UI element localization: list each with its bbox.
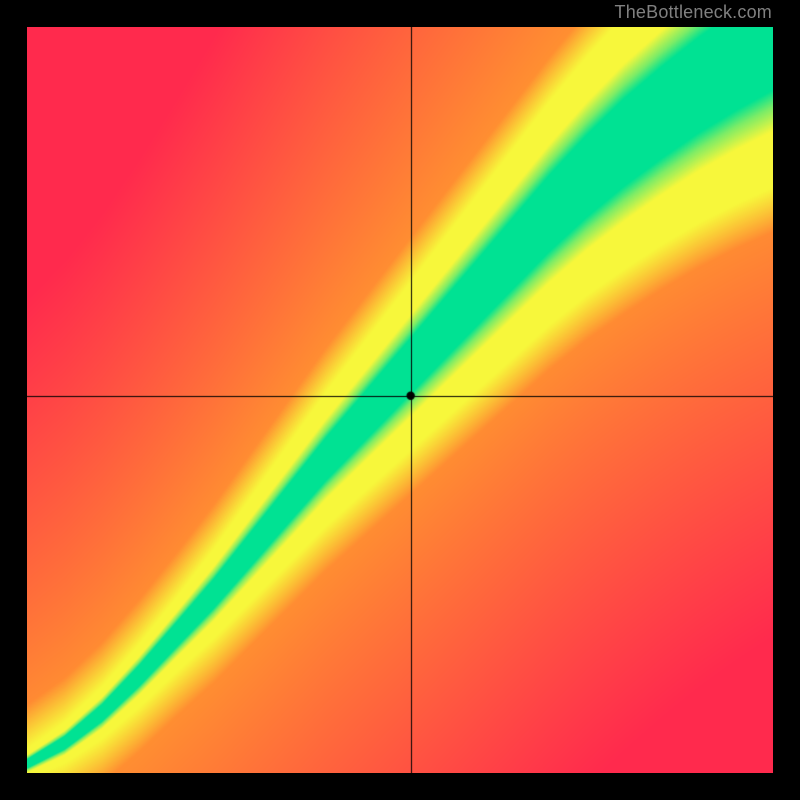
watermark-text: TheBottleneck.com [615,2,772,23]
plot-area [27,27,773,773]
chart-container: TheBottleneck.com [0,0,800,800]
heatmap-canvas [27,27,773,773]
